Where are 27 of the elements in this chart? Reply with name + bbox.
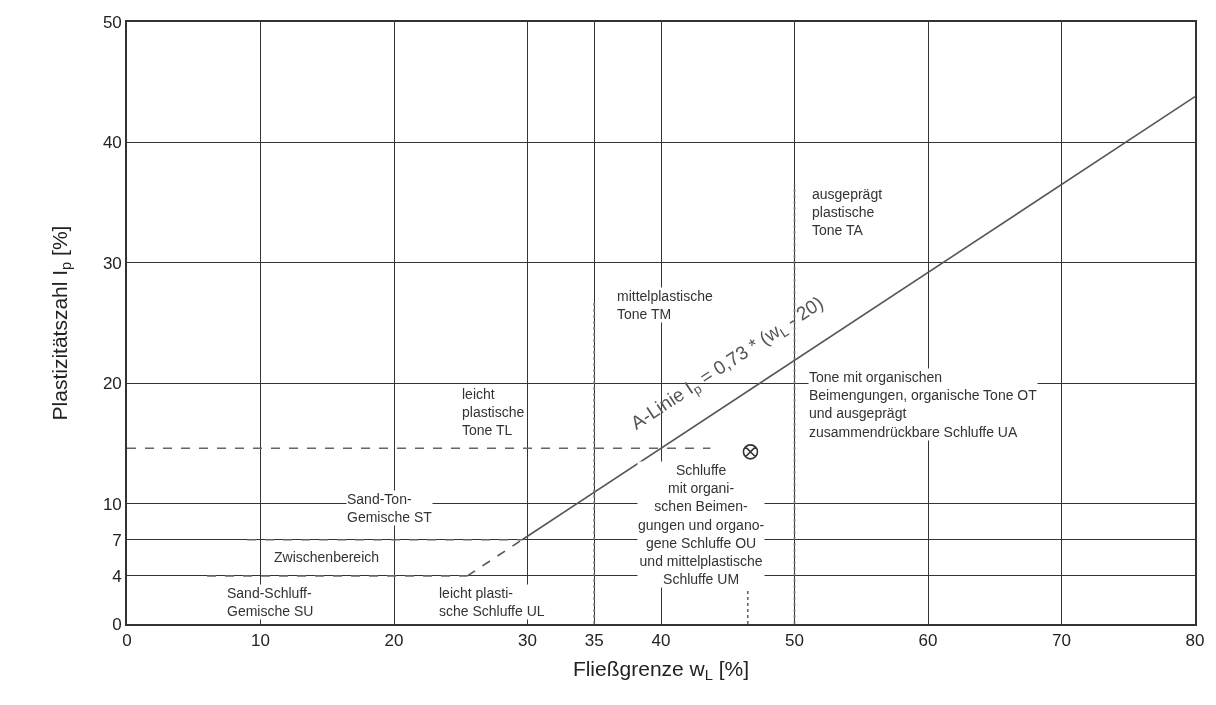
x-axis-title: Fließgrenze w$_{L}$ [%] [572, 656, 750, 684]
x-tick-label: 10 [251, 631, 270, 651]
annotation: ausgeprägt plastische Tone TA [812, 186, 883, 239]
y-tick-label: 50 [102, 12, 122, 32]
y-tick-label: 30 [102, 253, 122, 273]
y-tick-label: 7 [112, 530, 122, 550]
annotation: Schluffe mit organi- schen Beimen- gungen und organo- gene Schluffe OU und mittelplastische Schluffe UM [638, 462, 765, 588]
annotation: Zwischenbereich [274, 549, 380, 565]
x-tick-label: 60 [918, 631, 938, 651]
x-tick-label: 20 [384, 631, 404, 651]
x-tick-label: 80 [1185, 631, 1205, 651]
annotation: leicht plastische Tone TL [462, 386, 525, 439]
x-tick-label: 30 [518, 631, 537, 651]
annotation: leicht plasti- sche Schluffe UL [439, 585, 545, 620]
x-tick-label: 40 [651, 631, 671, 651]
y-tick-label: 0 [112, 614, 122, 634]
annotation: mittelplastische Tone TM [617, 288, 713, 323]
y-tick-label: 40 [102, 133, 122, 153]
y-tick-label: 4 [112, 566, 122, 586]
y-tick-label: 20 [102, 374, 122, 394]
x-tick-label: 50 [785, 631, 804, 651]
x-tick-label: 70 [1052, 631, 1071, 651]
annotation: Sand-Schluff- Gemische SU [227, 585, 314, 620]
x-tick-label: 35 [584, 631, 604, 651]
annotation: Sand-Ton- Gemische ST [347, 491, 433, 526]
annotation: Tone mit organischen Beimengungen, organische Tone OT und ausgeprägt zusammendrückbare Schluffe UA [809, 369, 1038, 440]
y-tick-label: 10 [102, 494, 122, 514]
